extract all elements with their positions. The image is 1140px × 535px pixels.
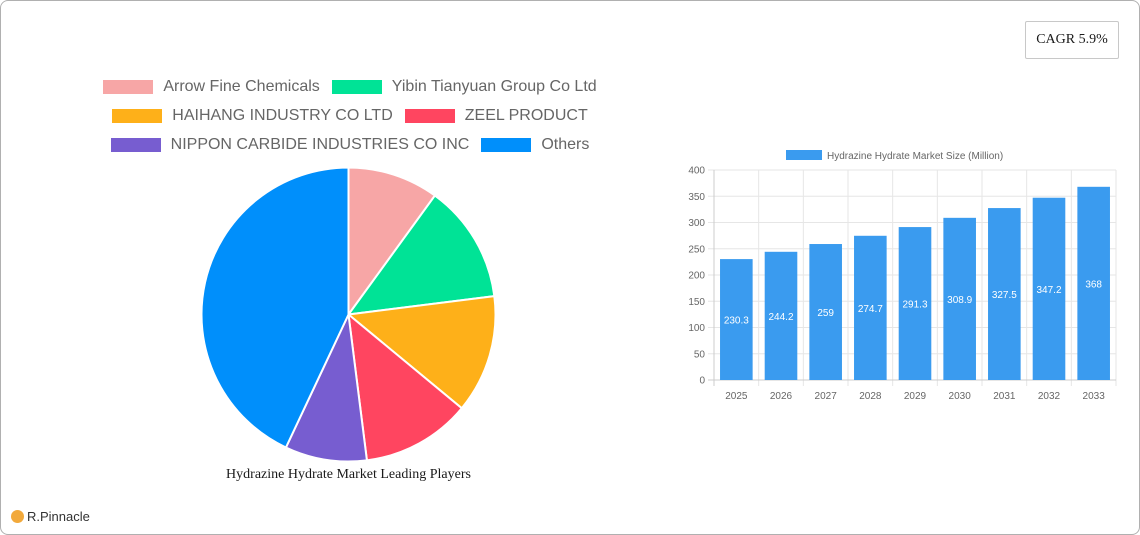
- bar[interactable]: [1077, 186, 1110, 380]
- legend-label: Arrow Fine Chemicals: [163, 77, 320, 95]
- x-tick-label: 2033: [1083, 391, 1106, 402]
- pie-slice[interactable]: [347, 166, 437, 318]
- legend-swatch: [103, 79, 154, 94]
- pinnacle-logo-icon: [11, 510, 24, 523]
- x-tick-label: 2030: [949, 391, 972, 402]
- bar-value-label: 347.2: [1036, 285, 1061, 296]
- legend-label: Others: [541, 135, 590, 153]
- legend-label: HAIHANG INDUSTRY CO LTD: [172, 106, 393, 124]
- pie-chart: [200, 166, 497, 468]
- brand-logo: R.Pinnacle: [11, 509, 90, 524]
- bar-value-label: 368: [1085, 279, 1102, 290]
- x-tick-label: 2031: [993, 391, 1016, 402]
- bar-value-label: 230.3: [724, 316, 749, 327]
- pie-slice[interactable]: [200, 166, 350, 449]
- pie-legend: Arrow Fine Chemicals Yibin Tianyuan Group…: [80, 72, 620, 159]
- legend-item[interactable]: ZEEL PRODUCT: [404, 106, 588, 125]
- legend-swatch: [112, 108, 163, 123]
- bar[interactable]: [898, 227, 932, 380]
- y-tick-label: 150: [688, 297, 705, 308]
- y-tick-label: 350: [688, 192, 705, 203]
- bar-value-label: 291.3: [902, 300, 927, 311]
- y-tick-label: 50: [694, 349, 706, 360]
- legend-swatch: [404, 108, 455, 123]
- legend-row: HAIHANG INDUSTRY CO LTD ZEEL PRODUCT: [80, 101, 620, 130]
- pie-slice[interactable]: [347, 312, 464, 462]
- legend-row: Arrow Fine Chemicals Yibin Tianyuan Group…: [80, 72, 620, 101]
- bar[interactable]: [764, 251, 798, 380]
- pie-slice[interactable]: [284, 310, 369, 463]
- bar-chart: Hydrazine Hydrate Market Size (Million) 0…: [680, 140, 1120, 415]
- bar-value-label: 259: [817, 308, 834, 319]
- bar[interactable]: [809, 244, 842, 380]
- bar-legend-swatch: [786, 150, 822, 160]
- legend-row: NIPPON CARBIDE INDUSTRIES CO INC Others: [80, 130, 620, 159]
- legend-swatch: [481, 137, 532, 152]
- legend-item[interactable]: Others: [481, 136, 589, 154]
- legend-item[interactable]: Arrow Fine Chemicals: [103, 77, 320, 96]
- bar[interactable]: [943, 217, 976, 380]
- y-tick-label: 300: [688, 218, 705, 229]
- legend-item[interactable]: Yibin Tianyuan Group Co Ltd: [331, 77, 597, 96]
- brand-name: R.Pinnacle: [27, 509, 90, 524]
- x-tick-label: 2029: [904, 391, 927, 402]
- bar-legend-label: Hydrazine Hydrate Market Size (Million): [827, 151, 1003, 162]
- bar-value-label: 274.7: [858, 304, 883, 315]
- x-tick-label: 2027: [815, 391, 838, 402]
- legend-label: Yibin Tianyuan Group Co Ltd: [391, 77, 597, 95]
- bar[interactable]: [854, 235, 887, 380]
- x-tick-label: 2032: [1038, 391, 1061, 402]
- pie-slice[interactable]: [346, 194, 496, 316]
- x-tick-label: 2025: [725, 391, 748, 402]
- y-tick-label: 200: [688, 271, 705, 282]
- cagr-badge: CAGR 5.9%: [1025, 21, 1119, 59]
- y-tick-label: 250: [688, 244, 705, 255]
- y-tick-label: 100: [688, 323, 705, 334]
- x-tick-label: 2028: [859, 391, 882, 402]
- y-tick-label: 400: [688, 166, 705, 177]
- x-tick-label: 2026: [770, 391, 793, 402]
- cagr-label: CAGR 5.9%: [1036, 32, 1108, 47]
- y-tick-label: 0: [699, 376, 705, 387]
- legend-label: NIPPON CARBIDE INDUSTRIES CO INC: [170, 135, 470, 153]
- bar-value-label: 308.9: [947, 295, 972, 306]
- legend-item[interactable]: HAIHANG INDUSTRY CO LTD: [112, 106, 393, 125]
- pie-chart-title: Hydrazine Hydrate Market Leading Players: [226, 467, 471, 482]
- legend-item[interactable]: NIPPON CARBIDE INDUSTRIES CO INC: [110, 135, 470, 154]
- pie-slice[interactable]: [346, 294, 497, 410]
- bar[interactable]: [720, 259, 753, 380]
- legend-swatch: [110, 137, 161, 152]
- bar-value-label: 327.5: [992, 290, 1017, 301]
- legend-label: ZEEL PRODUCT: [464, 106, 588, 124]
- bar[interactable]: [988, 208, 1021, 380]
- legend-swatch: [331, 79, 382, 94]
- bar-value-label: 244.2: [768, 312, 793, 323]
- bar[interactable]: [1032, 197, 1066, 380]
